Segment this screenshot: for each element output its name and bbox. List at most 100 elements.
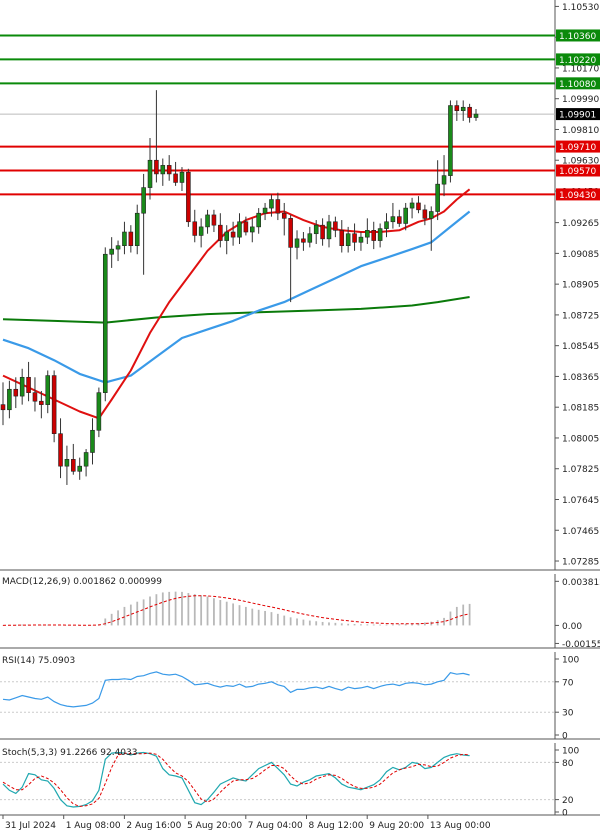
- x-tick-label: 7 Aug 04:00: [248, 821, 303, 831]
- current-price-label: 1.09901: [559, 111, 596, 121]
- candle-bear: [371, 230, 377, 241]
- ma-blue-line: [2, 210, 471, 384]
- candle-bull: [358, 236, 364, 243]
- candle-bear: [467, 106, 472, 118]
- candle-bear: [454, 105, 460, 111]
- price-tick-label: 1.08725: [562, 311, 599, 321]
- macd-title: MACD(12,26,9) 0.001862 0.000999: [2, 577, 162, 587]
- stoch-d-line: [2, 752, 470, 807]
- rsi-tick-label: 70: [562, 678, 574, 688]
- candle-bull: [473, 113, 479, 118]
- price-tick-label: 1.09630: [562, 157, 599, 167]
- candle-bull: [160, 165, 166, 175]
- candle-bear: [173, 173, 178, 183]
- stoch-tick-label: 100: [562, 747, 579, 757]
- price-tick-label: 1.09990: [562, 95, 599, 105]
- candle-bear: [397, 216, 402, 224]
- rsi-tick-label: 30: [562, 709, 574, 719]
- candle-bull: [403, 207, 408, 224]
- candle-bear: [333, 221, 338, 231]
- x-tick-label: 2 Aug 16:00: [126, 821, 181, 831]
- candle-bear: [275, 199, 281, 214]
- candle-bear: [154, 159, 159, 175]
- resistance-price-tag: [556, 77, 600, 90]
- x-tick-label: 8 Aug 12:00: [309, 821, 364, 831]
- candle-bull: [90, 429, 95, 453]
- candle-bull: [102, 253, 108, 393]
- candle-bull: [345, 233, 351, 246]
- candle-bull: [262, 207, 268, 214]
- x-tick-label: 13 Aug 00:00: [430, 821, 491, 831]
- candle-bear: [51, 375, 57, 434]
- candle-bull: [205, 214, 210, 228]
- candle-bear: [13, 388, 19, 397]
- candle-bear: [32, 392, 38, 402]
- candle-bull: [122, 231, 127, 246]
- price-tick-label: 1.08185: [562, 404, 599, 414]
- price-tick-label: 1.07285: [562, 558, 599, 568]
- candle-bear: [281, 212, 287, 219]
- candle-bear: [26, 376, 31, 393]
- x-tick-label: 1 Aug 08:00: [66, 821, 121, 831]
- candle-bull: [435, 183, 440, 212]
- candle-bear: [416, 202, 421, 211]
- support-price-label: 1.09430: [559, 191, 596, 201]
- candle-bull: [448, 105, 453, 176]
- support-price-tag: [556, 188, 600, 201]
- candle-bull: [198, 226, 204, 236]
- candle-bear: [288, 218, 293, 248]
- rsi-line: [2, 671, 470, 708]
- candle-bear: [211, 214, 217, 226]
- candle-bull: [269, 199, 274, 209]
- resistance-price-tag: [556, 53, 600, 66]
- candle-bear: [128, 231, 134, 246]
- candle-bear: [71, 459, 76, 472]
- candle-bull: [109, 248, 114, 255]
- price-tick-label: 1.07825: [562, 465, 599, 475]
- stoch-tick-label: 80: [562, 759, 574, 769]
- price-tick-label: 1.08005: [562, 434, 599, 444]
- candle-bull: [96, 392, 102, 431]
- candle-bull: [237, 221, 242, 238]
- candle-bear: [192, 221, 198, 236]
- stoch-tick-label: 20: [562, 796, 574, 806]
- candle-bull: [377, 228, 383, 241]
- resistance-price-label: 1.10360: [559, 32, 596, 42]
- candle-bear: [218, 224, 223, 241]
- candle-bear: [166, 165, 172, 175]
- rsi-tick-label: 100: [562, 656, 579, 666]
- support-price-tag: [556, 164, 600, 177]
- candle-bull: [250, 226, 255, 233]
- resistance-price-label: 1.10220: [559, 56, 596, 66]
- ma-green-line: [2, 296, 470, 324]
- price-tick-label: 1.08545: [562, 342, 599, 352]
- candle-bull: [83, 452, 89, 467]
- candle-bear: [39, 400, 44, 405]
- candle-bull: [19, 376, 25, 397]
- macd-tick-label: 0.00: [562, 622, 582, 632]
- price-tick-label: 1.10530: [562, 3, 599, 13]
- candle-bull: [224, 231, 229, 241]
- price-tick-label: 1.07645: [562, 496, 599, 506]
- candle-bear: [0, 404, 6, 411]
- x-tick-label: 5 Aug 20:00: [187, 821, 242, 831]
- stoch-title: Stoch(5,3,3) 91.2266 92.4033: [2, 748, 137, 758]
- resistance-price-label: 1.10080: [559, 80, 596, 90]
- current-price-tag: [556, 108, 600, 121]
- macd-signal-line: [2, 595, 470, 626]
- candle-bull: [294, 238, 300, 248]
- price-tick-label: 1.09085: [562, 250, 599, 260]
- candle-bull: [460, 106, 466, 111]
- price-tick-label: 1.09810: [562, 126, 599, 136]
- candle-bull: [45, 375, 51, 405]
- candle-bear: [58, 433, 63, 467]
- candle-bull: [313, 224, 319, 235]
- candle-bear: [320, 224, 325, 240]
- macd-tick-label: -0.001559: [562, 640, 600, 650]
- candle-bear: [352, 233, 357, 243]
- candle-bull: [7, 388, 12, 411]
- candle-bull: [441, 175, 447, 185]
- x-tick-label: 31 Jul 2024: [5, 821, 56, 831]
- candle-bull: [365, 230, 370, 238]
